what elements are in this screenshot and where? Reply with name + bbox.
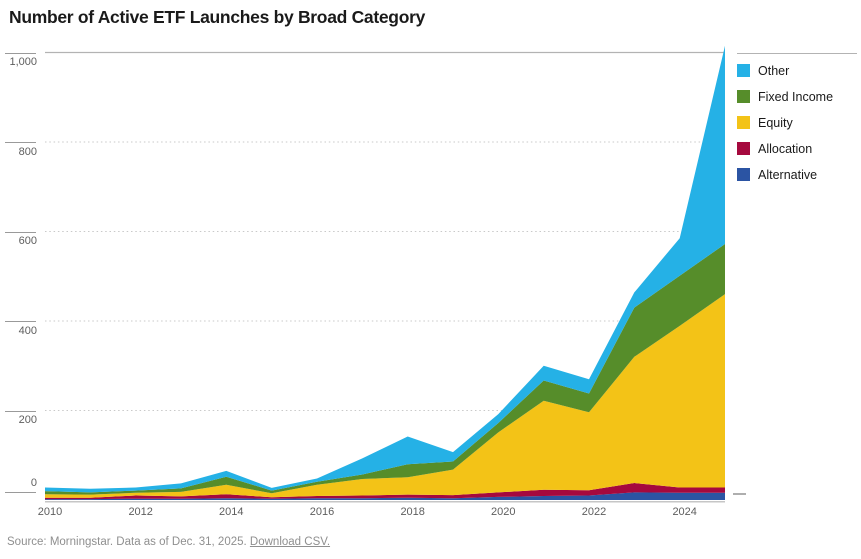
x-tick-label: 2014 [219, 506, 244, 518]
x-tick-label: 2016 [309, 506, 335, 518]
source-line: Source: Morningstar. Data as of Dec. 31,… [7, 536, 330, 548]
y-tick-label: 0 [30, 477, 37, 489]
y-tick-label: 400 [18, 324, 37, 337]
x-tick-label: 2010 [37, 506, 63, 518]
legend-label: Fixed Income [758, 89, 834, 104]
area-series-other [45, 45, 725, 493]
x-tick-label: 2024 [672, 506, 697, 518]
area-series-equity [45, 294, 725, 498]
y-tick-mark [5, 321, 36, 322]
legend-item-alternative: Alternative [737, 167, 857, 182]
area-series-alternative [45, 492, 725, 500]
x-tick-label: 2018 [400, 506, 425, 518]
legend-swatch-icon [737, 90, 750, 103]
y-tick-mark [5, 142, 36, 143]
legend-swatch-icon [737, 116, 750, 129]
y-tick-mark [5, 231, 36, 233]
legend-item-fixed-income: Fixed Income [737, 89, 857, 104]
area-series-allocation [45, 483, 725, 500]
legend-swatch-icon [737, 168, 750, 181]
legend-label: Allocation [758, 141, 813, 156]
x-tick-label: 2022 [581, 506, 607, 518]
chart-title: Number of Active ETF Launches by Broad C… [9, 7, 426, 27]
chart-legend: Other Fixed Income Equity Allocation Alterna… [737, 53, 857, 194]
x-tick-label: 2012 [128, 506, 153, 518]
legend-swatch-icon [737, 64, 750, 77]
legend-label: Other [758, 63, 790, 78]
y-tick-label: 200 [18, 414, 37, 426]
download-csv-link[interactable]: Download CSV. [249, 536, 331, 548]
y-tick-mark [5, 410, 36, 412]
legend-item-equity: Equity [737, 115, 857, 130]
legend-label: Equity [758, 115, 793, 130]
x-tick-label: 2020 [491, 506, 516, 518]
legend-swatch-icon [737, 142, 750, 155]
legend-item-allocation: Allocation [737, 141, 857, 156]
y-tick-mark [5, 52, 36, 54]
y-tick-mark [5, 492, 36, 493]
source-text: Source: Morningstar. Data as of Dec. 31,… [7, 536, 250, 548]
legend-item-other: Other [737, 63, 857, 78]
y-tick-label: 800 [18, 145, 37, 158]
y-tick-label: 1,000 [9, 56, 37, 68]
legend-label: Alternative [758, 167, 818, 182]
y-tick-label: 600 [18, 235, 37, 247]
